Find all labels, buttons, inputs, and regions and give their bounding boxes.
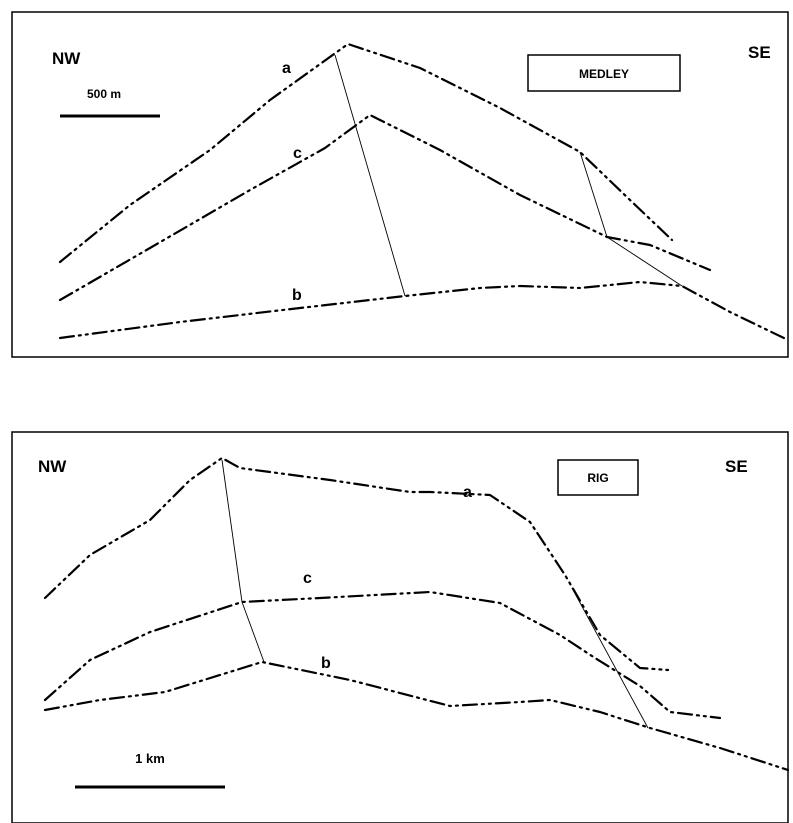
fault-line bbox=[221, 459, 243, 603]
orientation-se: SE bbox=[748, 43, 771, 62]
fault-line bbox=[579, 151, 608, 238]
fault-line bbox=[606, 236, 683, 287]
horizon-label-b: b bbox=[321, 655, 331, 672]
scale-label: 500 m bbox=[87, 87, 121, 101]
orientation-nw: NW bbox=[52, 49, 81, 68]
horizon-label-a: a bbox=[463, 484, 472, 501]
panel-medley: NW SE MEDLEY 500 m a c b bbox=[11, 11, 790, 358]
section-name: RIG bbox=[587, 471, 608, 485]
horizon-label-c: c bbox=[293, 145, 302, 162]
section-name: MEDLEY bbox=[579, 67, 629, 81]
horizon-b bbox=[43, 660, 790, 772]
scale-label: 1 km bbox=[135, 751, 165, 766]
horizon-label-c: c bbox=[303, 570, 312, 587]
horizon-a bbox=[43, 456, 670, 672]
horizon-label-a: a bbox=[282, 60, 291, 77]
orientation-nw: NW bbox=[38, 457, 67, 476]
horizon-c bbox=[58, 113, 712, 302]
fault-line bbox=[571, 587, 649, 729]
horizon-c bbox=[43, 590, 722, 720]
horizon-b bbox=[58, 280, 790, 342]
fault-line bbox=[241, 601, 265, 663]
panel-frame bbox=[11, 431, 789, 823]
section-name-box bbox=[557, 459, 639, 496]
horizon-a bbox=[58, 42, 674, 264]
horizon-label-b: b bbox=[292, 287, 302, 304]
orientation-se: SE bbox=[725, 457, 748, 476]
fault-line bbox=[334, 54, 406, 297]
panel-frame bbox=[11, 11, 789, 358]
panel-rig: NW SE RIG a c b 1 km bbox=[11, 431, 790, 823]
section-name-box bbox=[527, 54, 681, 92]
